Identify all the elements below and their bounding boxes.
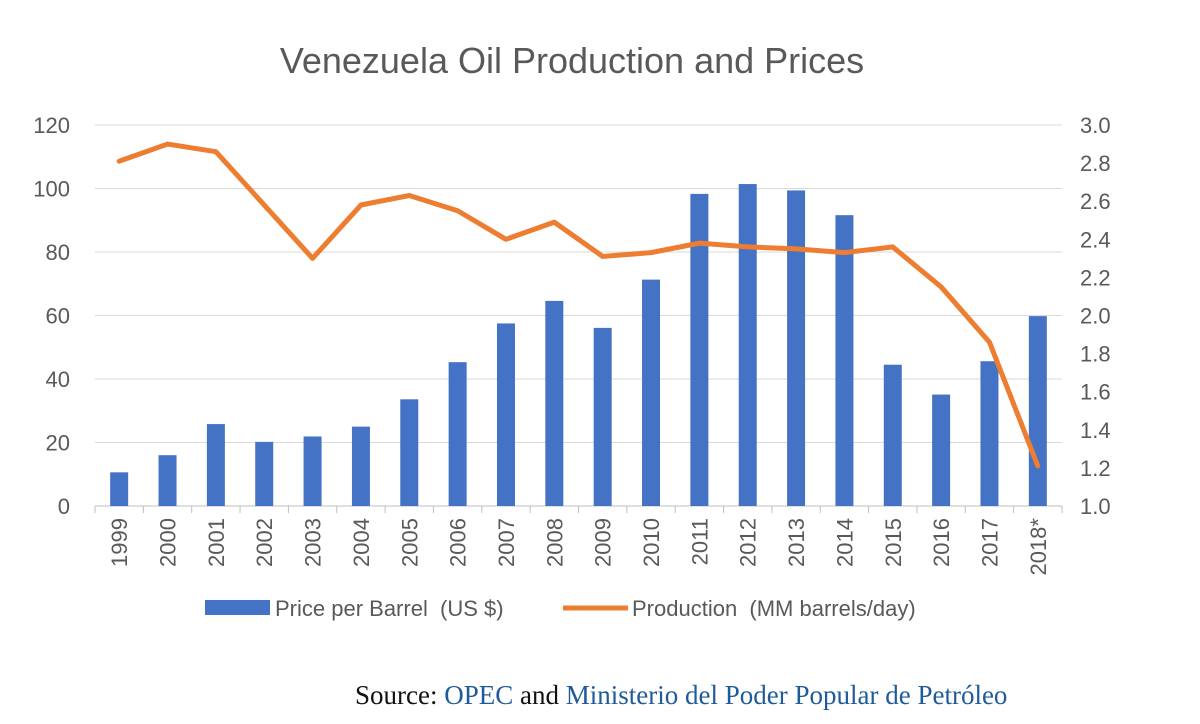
bar-price <box>110 472 129 506</box>
x-tick-label: 2003 <box>301 518 326 567</box>
bar-price <box>206 424 225 506</box>
bar-price <box>1028 316 1047 506</box>
bar-price <box>690 193 709 506</box>
bar-price <box>642 279 661 506</box>
x-tick-label: 2018* <box>1026 518 1051 576</box>
x-tick-label: 2009 <box>591 518 616 567</box>
bar-price <box>883 364 902 506</box>
right-tick-label: 1.2 <box>1080 456 1111 481</box>
gridlines <box>95 124 1062 507</box>
bar-price <box>835 215 854 507</box>
bar-price <box>932 394 951 506</box>
right-tick-label: 1.4 <box>1080 418 1111 443</box>
left-tick-label: 80 <box>46 240 70 265</box>
bar-price <box>255 441 274 506</box>
right-tick-label: 2.2 <box>1080 265 1111 290</box>
x-tick-label: 2005 <box>397 518 422 567</box>
left-axis-ticks: 0 20 40 60 80 100 120 <box>33 113 70 519</box>
bar-price <box>980 361 999 506</box>
legend-label-price: Price per Barrel (US $) <box>275 596 504 621</box>
production-line <box>116 141 1041 469</box>
source-joiner: and <box>513 680 566 710</box>
x-tick-label: 2004 <box>349 518 374 567</box>
x-tick-label: 2010 <box>639 518 664 567</box>
right-tick-label: 2.8 <box>1080 151 1111 176</box>
x-axis-ticks: 1999 2000 2001 2002 2003 2004 2005 2006 2007 2008… <box>94 506 1063 576</box>
left-tick-label: 20 <box>46 431 70 456</box>
line-series <box>116 141 1041 469</box>
x-tick-label: 2016 <box>929 518 954 567</box>
x-tick-label: 2000 <box>156 518 181 567</box>
x-tick-label: 2007 <box>494 518 519 567</box>
bar-price <box>545 300 564 506</box>
right-tick-label: 1.6 <box>1080 380 1111 405</box>
x-tick-label: 2002 <box>252 518 277 567</box>
right-tick-label: 1.0 <box>1080 494 1111 519</box>
right-tick-label: 2.6 <box>1080 189 1111 214</box>
bar-price <box>738 184 757 506</box>
source-prefix: Source: <box>355 680 445 710</box>
left-tick-label: 60 <box>46 304 70 329</box>
legend: Price per Barrel (US $) Production (MM b… <box>205 596 916 621</box>
x-tick-label: 2014 <box>832 518 857 567</box>
left-tick-label: 40 <box>46 367 70 392</box>
right-axis-ticks: 1.0 1.2 1.4 1.6 1.8 2.0 2.2 2.4 2.6 2.8 3.0 <box>1080 113 1111 519</box>
bar-price <box>448 362 467 506</box>
left-tick-label: 100 <box>33 177 70 202</box>
bar-series <box>110 184 1047 507</box>
right-tick-label: 3.0 <box>1080 113 1111 138</box>
bar-price <box>400 399 419 506</box>
bar-price <box>496 323 515 506</box>
x-tick-label: 2008 <box>542 518 567 567</box>
x-tick-label: 2013 <box>784 518 809 567</box>
left-tick-label: 120 <box>33 113 70 138</box>
left-tick-label: 0 <box>58 494 70 519</box>
bar-price <box>158 455 177 506</box>
right-tick-label: 2.4 <box>1080 227 1111 252</box>
chart-title: Venezuela Oil Production and Prices <box>280 40 864 81</box>
right-tick-label: 1.8 <box>1080 342 1111 367</box>
legend-label-production: Production (MM barrels/day) <box>632 596 916 621</box>
x-tick-label: 2015 <box>881 518 906 567</box>
right-tick-label: 2.0 <box>1080 304 1111 329</box>
legend-swatch-price <box>205 600 270 615</box>
x-tick-label: 2006 <box>446 518 471 567</box>
bar-price <box>351 426 370 506</box>
x-tick-label: 2012 <box>736 518 761 567</box>
x-tick-label: 1999 <box>107 518 132 567</box>
x-tick-label: 2017 <box>977 518 1002 567</box>
x-tick-label: 2011 <box>687 518 712 565</box>
source-note: Source: OPEC and Ministerio del Poder Po… <box>355 680 1007 711</box>
x-tick-label: 2001 <box>204 518 229 567</box>
bar-price <box>303 436 322 506</box>
source-link-opec[interactable]: OPEC <box>444 680 514 710</box>
bar-price <box>787 190 806 506</box>
source-link-ministerio[interactable]: Ministerio del Poder Popular de Petróleo <box>565 680 1008 710</box>
bar-price <box>593 327 612 506</box>
